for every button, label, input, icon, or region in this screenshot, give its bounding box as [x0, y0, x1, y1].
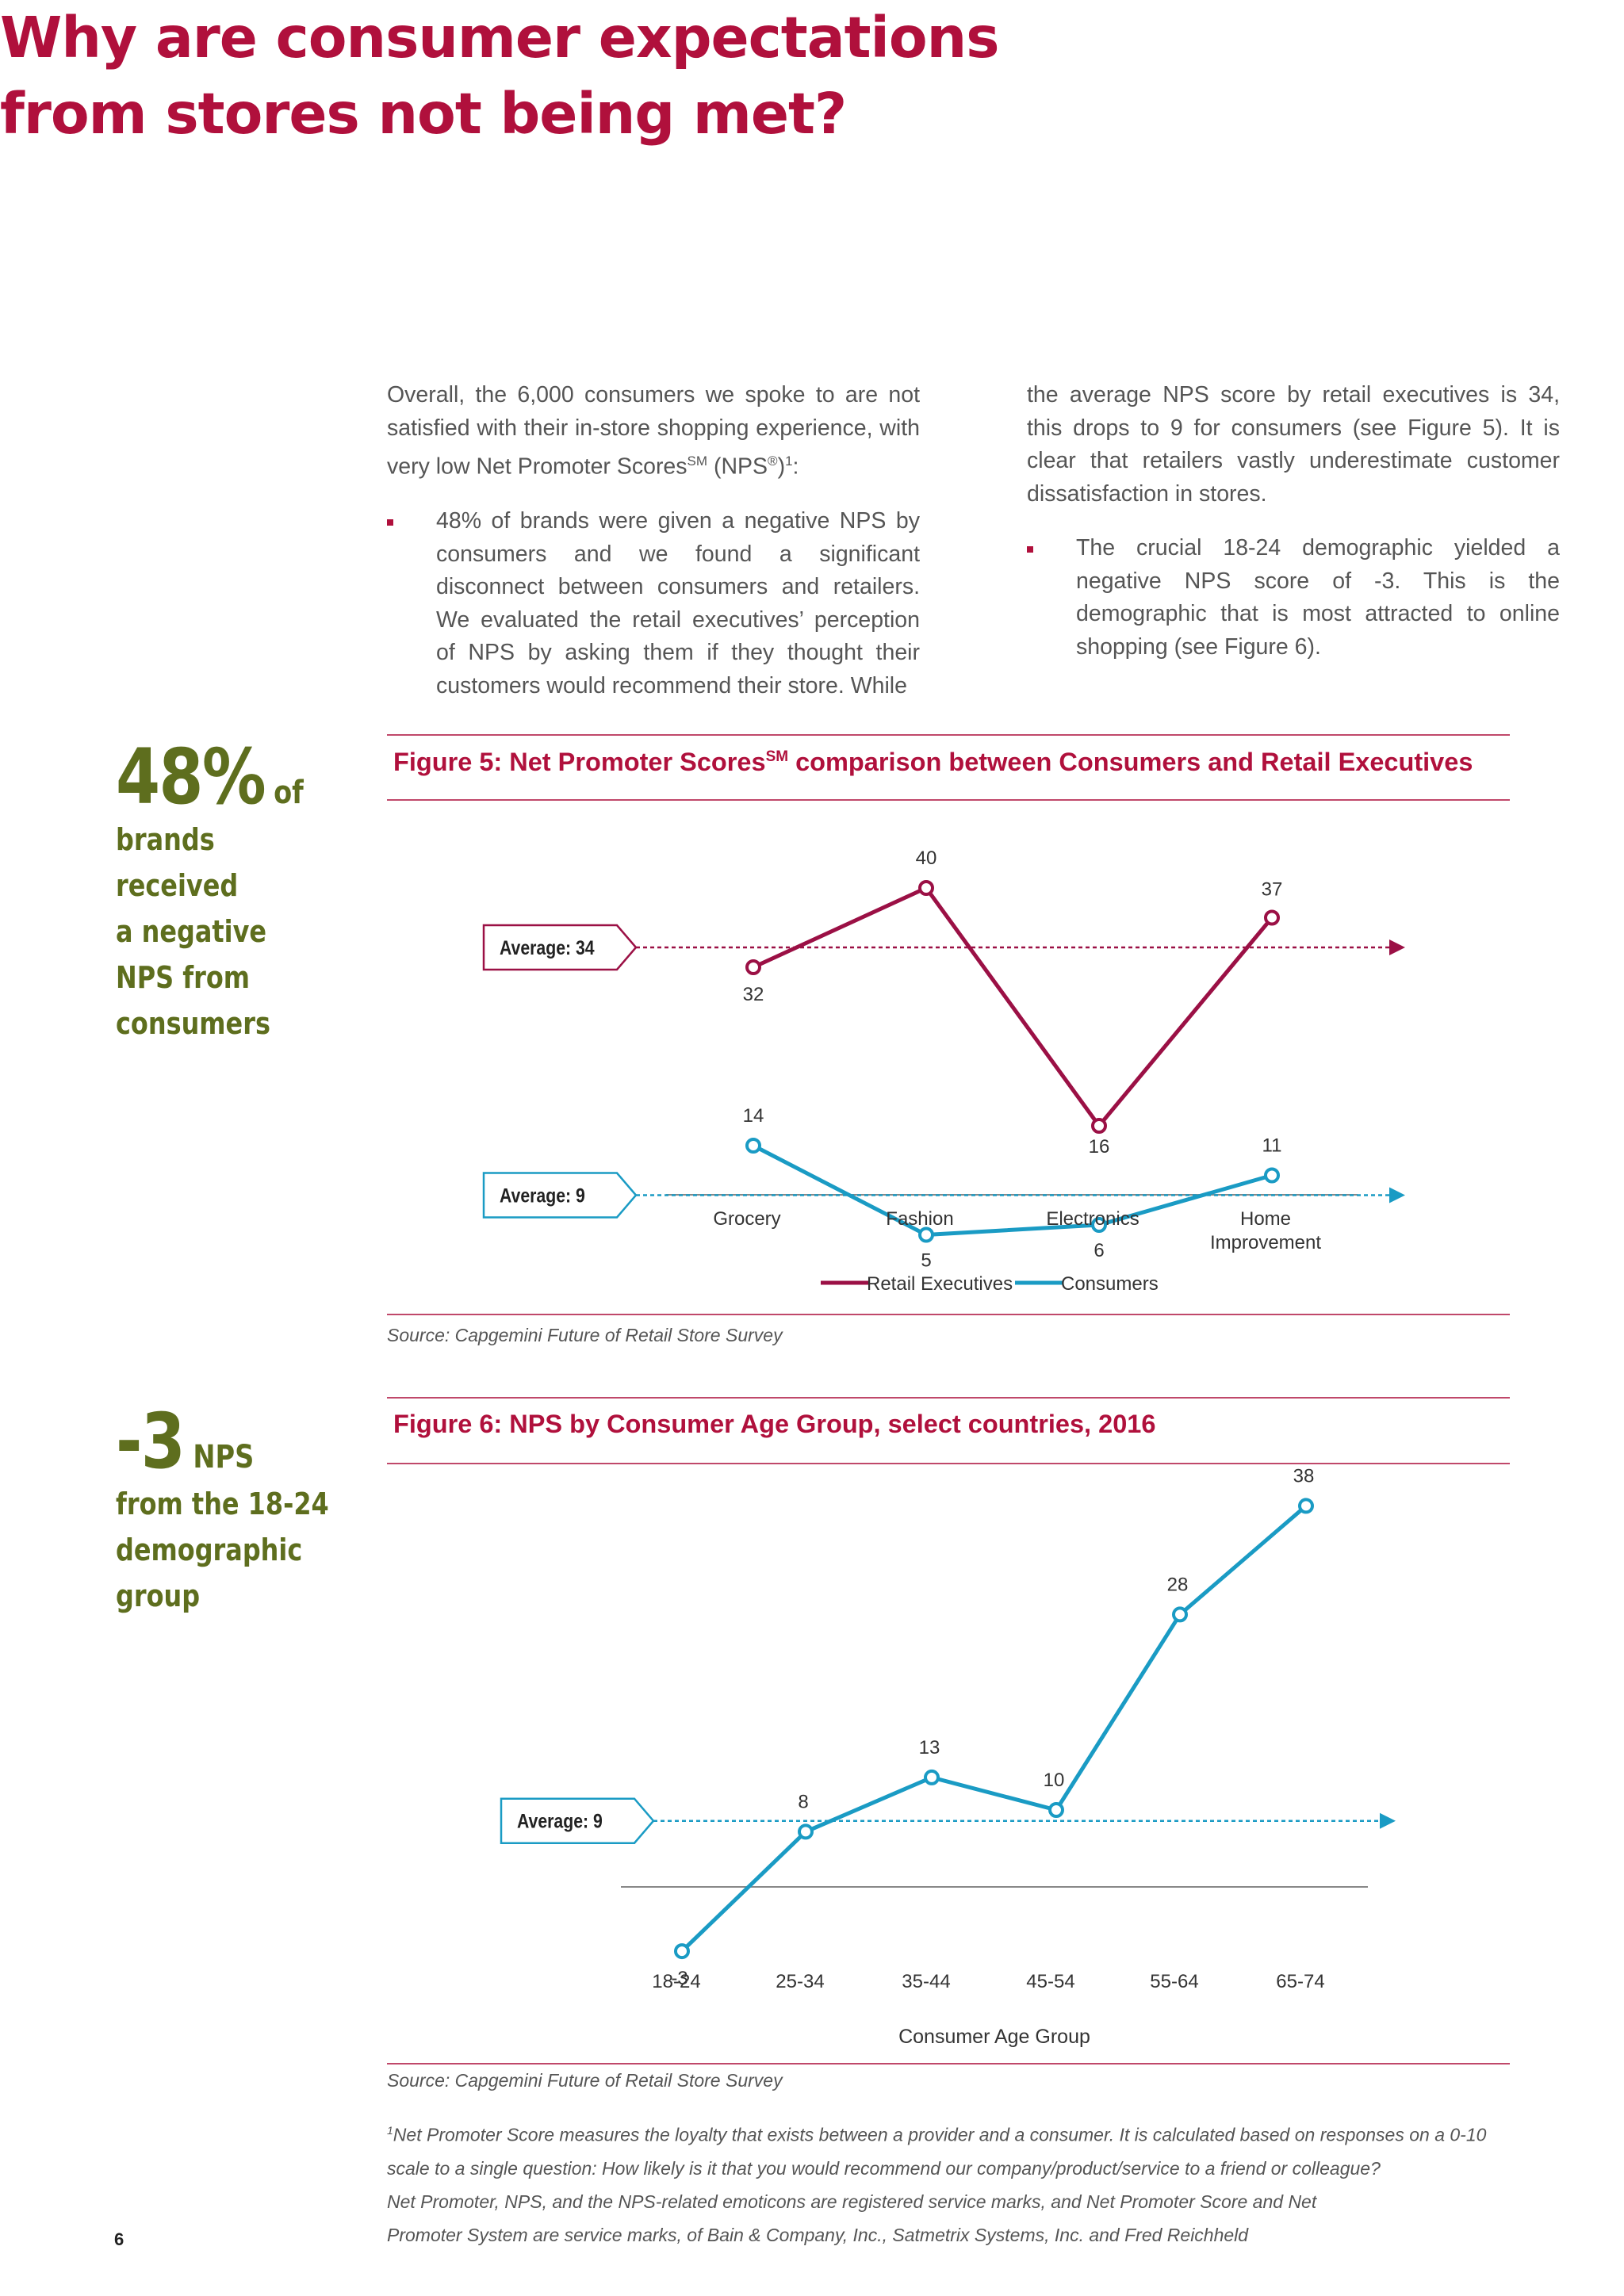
average-box-1 [482, 1172, 638, 1219]
data-point [798, 1823, 814, 1840]
data-label: 11 [1262, 1135, 1282, 1157]
category-label: Home [1240, 1208, 1291, 1230]
series-line-1 [752, 1143, 1273, 1237]
fig6-source: Source: Capgemini Future of Retail Store… [387, 2070, 783, 2091]
footnote: 1Net Promoter Score measures the loyalty… [387, 2124, 1487, 2245]
category-label: Fashion [886, 1208, 953, 1230]
callout-48-percent: 48% of brands received a negative NPS fr… [116, 733, 304, 1041]
data-label: 37 [1262, 879, 1283, 901]
intro-paragraph: Overall, the 6,000 consumers we spoke to… [387, 382, 920, 480]
data-point [1264, 909, 1280, 926]
data-label: 40 [916, 848, 937, 869]
data-point [924, 1769, 940, 1785]
page-number: 6 [114, 2229, 124, 2249]
data-point [1091, 1118, 1107, 1134]
data-label: 5 [921, 1250, 931, 1272]
body-column-left: Overall, the 6,000 consumers we spoke to… [387, 379, 920, 702]
average-paragraph: the average NPS score by retail executiv… [1027, 382, 1560, 507]
category-label: 55-64 [1150, 1971, 1198, 1992]
data-label: 10 [1044, 1770, 1065, 1791]
data-label: 16 [1089, 1136, 1110, 1158]
category-label: 18-24 [652, 1971, 700, 1992]
average-box-0 [500, 1797, 655, 1844]
x-axis-title: Consumer Age Group [898, 2026, 1090, 2048]
callout-minus-3-nps: -3 NPS from the 18-24 demographic group [116, 1397, 329, 1613]
category-label: Electronics [1046, 1208, 1139, 1230]
fig5-bottom-rule [387, 1314, 1510, 1315]
data-point [674, 1943, 690, 1960]
data-label: 13 [919, 1737, 940, 1758]
average-label-1: Average: 9 [500, 1184, 585, 1207]
category-label: 45-54 [1026, 1971, 1074, 1992]
average-label-0: Average: 34 [500, 936, 595, 959]
data-point [745, 1138, 761, 1154]
average-arrow-1 [1389, 1187, 1405, 1203]
data-point [1264, 1167, 1280, 1184]
fig6-title-rule [387, 1463, 1510, 1464]
average-box-0 [482, 924, 638, 971]
data-point [1172, 1606, 1188, 1623]
category-label: 35-44 [902, 1971, 950, 1992]
category-label: Grocery [713, 1208, 780, 1230]
data-label: 14 [743, 1105, 764, 1127]
category-label: 65-74 [1276, 1971, 1324, 1992]
data-point [745, 959, 761, 975]
fig6-bottom-rule [387, 2063, 1510, 2064]
average-arrow-0 [1380, 1812, 1396, 1829]
series-line-0 [752, 886, 1274, 1128]
fig6-chart: Average: 9 -3 8 13 10 28 38 18-24 25-34 35-44 45-5… [500, 1465, 1396, 2048]
fig5-source: Source: Capgemini Future of Retail Store… [387, 1325, 783, 1345]
data-label: -3 [671, 1968, 688, 1989]
body-column-right: the average NPS score by retail executiv… [1027, 379, 1560, 664]
data-label: 28 [1167, 1574, 1189, 1595]
page-title: Why are consumer expectations from store… [0, 5, 999, 147]
bullet-negative-nps: 48% of brands were given a negative NPS … [387, 505, 920, 702]
data-point [918, 1226, 934, 1243]
data-point [918, 880, 934, 896]
fig5-chart: Average: 34 Average: 9 32 40 16 37 14 5 6 11 Groce… [482, 848, 1405, 1295]
average-label-0: Average: 9 [517, 1810, 603, 1832]
data-label: 8 [798, 1791, 808, 1812]
bullet-18-24: The crucial 18-24 demographic yielded a … [1027, 532, 1560, 664]
data-label: 38 [1293, 1465, 1315, 1487]
series-line [680, 1504, 1308, 1953]
legend-label-1: Consumers [1061, 1273, 1159, 1295]
data-point [1091, 1217, 1107, 1233]
fig5-title-rule [387, 799, 1510, 801]
category-label: 25-34 [776, 1971, 824, 1992]
data-label: 6 [1094, 1240, 1104, 1261]
data-point [1298, 1498, 1314, 1514]
average-arrow-0 [1389, 939, 1405, 955]
fig5-title: Figure 5: Net Promoter ScoresSM comparis… [393, 748, 1473, 776]
fig5-top-rule [387, 734, 1510, 736]
legend-label-0: Retail Executives [867, 1273, 1013, 1295]
data-label: 32 [743, 984, 764, 1005]
category-label: Improvement [1210, 1232, 1321, 1253]
fig6-top-rule [387, 1397, 1510, 1399]
fig6-title: Figure 6: NPS by Consumer Age Group, sel… [393, 1410, 1156, 1438]
data-point [1048, 1802, 1064, 1818]
